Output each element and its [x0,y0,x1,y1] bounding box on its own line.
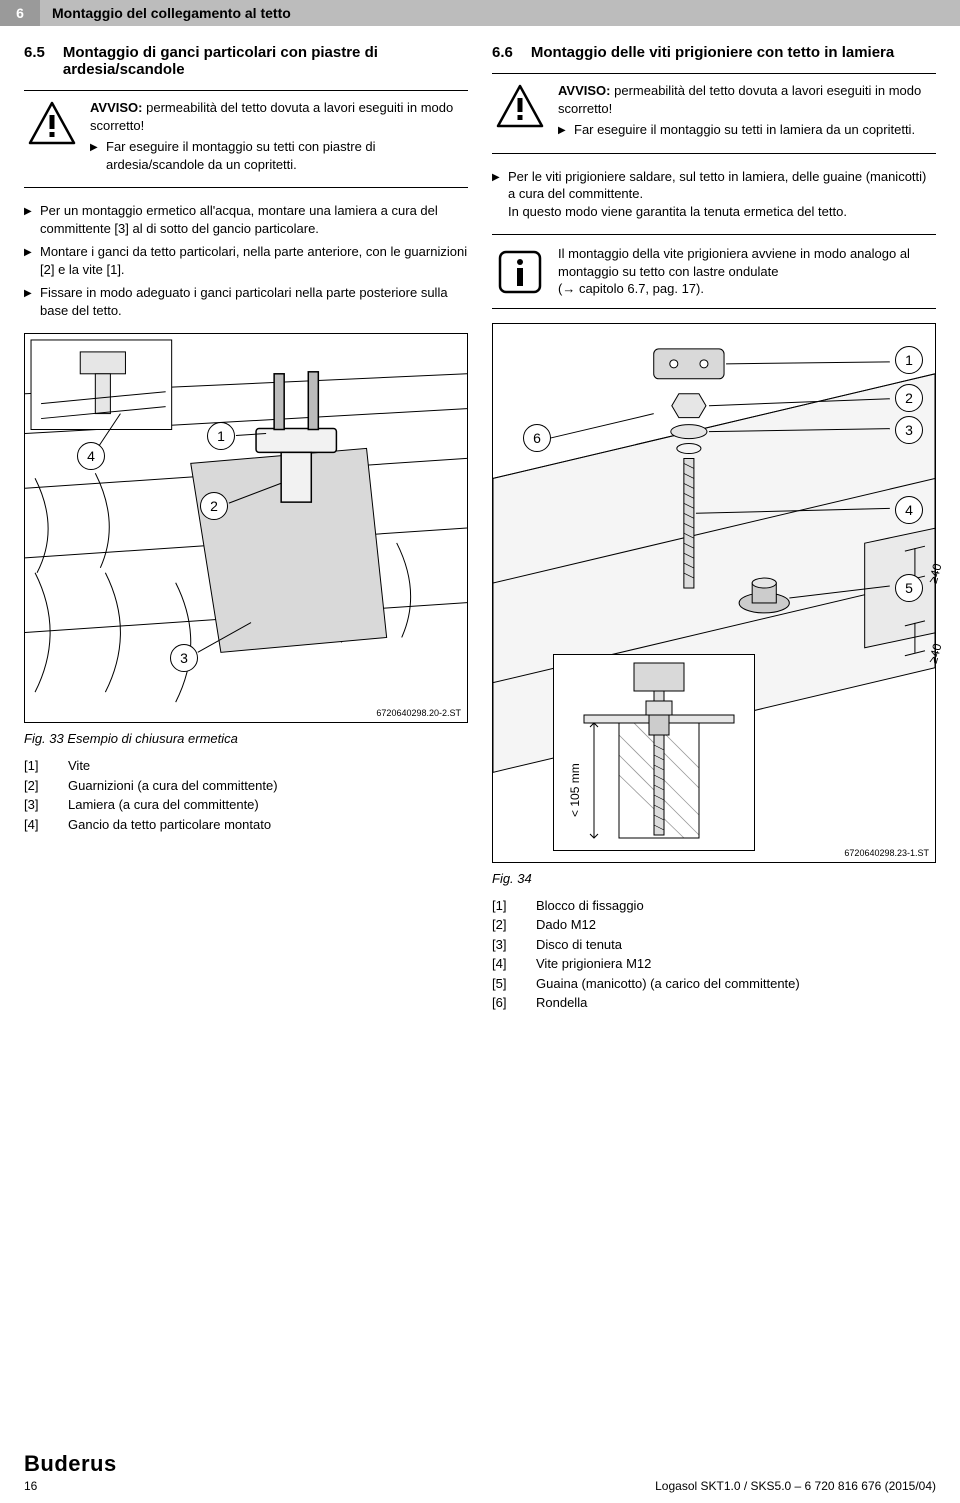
page-number: 16 [24,1479,117,1493]
section-number: 6.5 [24,44,45,78]
figure-33-legend: [1]Vite [2]Guarnizioni (a cura del commi… [24,756,468,834]
section-title: Montaggio delle viti prigioniere con tet… [531,44,894,61]
legend-row: [3]Disco di tenuta [492,935,936,955]
doc-reference: Logasol SKT1.0 / SKS5.0 – 6 720 816 676 … [655,1479,936,1493]
left-column: 6.5 Montaggio di ganci particolari con p… [24,44,468,1013]
figure-34: < 105 mm 6 1 2 3 4 5 ≥40 ≥40 6720640298.… [492,323,936,863]
figure-33: 4 1 2 3 6720640298.20-2.ST [24,333,468,723]
section-heading-6-5: 6.5 Montaggio di ganci particolari con p… [24,44,468,78]
figure-code-34: 6720640298.23-1.ST [844,848,929,858]
legend-row: [1]Vite [24,756,468,776]
legend-row: [5]Guaina (manicotto) (a carico del comm… [492,974,936,994]
brand-logo-text: Buderus [24,1451,117,1477]
warning-icon [28,101,76,145]
legend-row: [4]Gancio da tetto particolare montato [24,815,468,835]
warning-notice-left: AVVISO: permeabilità del tetto dovuta a … [24,90,468,188]
legend-row: [4]Vite prigioniera M12 [492,954,936,974]
list-item: Montare i ganci da tetto particolari, ne… [24,243,468,278]
steps-list-left: Per un montaggio ermetico all'acqua, mon… [24,202,468,319]
notice-action: Far eseguire il montaggio su tetti in la… [558,121,936,139]
figure-33-svg [25,334,467,722]
callout-4: 4 [895,496,923,524]
figure-33-caption: Fig. 33 Esempio di chiusura ermetica [24,731,468,746]
list-item: Fissare in modo adeguato i ganci partico… [24,284,468,319]
figure-34-inset-svg [554,655,754,850]
steps-list-right: Per le viti prigioniere saldare, sul tet… [492,168,936,221]
warning-icon [496,84,544,128]
info-box: Il montaggio della vite prigioniera avvi… [492,234,936,309]
section-number: 6.6 [492,44,513,61]
notice-action: Far eseguire il montaggio su tetti con p… [90,138,468,173]
list-item: Per le viti prigioniere saldare, sul tet… [492,168,936,221]
callout-2: 2 [895,384,923,412]
info-text-a: Il montaggio della vite prigioniera avvi… [558,246,910,279]
info-text-b: (→ capitolo 6.7, pag. 17). [558,281,704,296]
callout-1: 1 [895,346,923,374]
notice-label: AVVISO: [558,83,611,98]
section-title: Montaggio di ganci particolari con piast… [63,44,468,78]
notice-text: permeabilità del tetto dovuta a lavori e… [558,83,921,116]
figure-34-inset: < 105 mm [553,654,755,851]
chapter-title: Montaggio del collegamento al tetto [40,0,303,26]
figure-34-caption: Fig. 34 [492,871,936,886]
notice-label: AVVISO: [90,100,143,115]
legend-row: [3]Lamiera (a cura del committente) [24,795,468,815]
figure-34-legend: [1]Blocco di fissaggio [2]Dado M12 [3]Di… [492,896,936,1013]
legend-row: [6]Rondella [492,993,936,1013]
list-item: Per un montaggio ermetico all'acqua, mon… [24,202,468,237]
callout-5: 5 [895,574,923,602]
legend-row: [1]Blocco di fissaggio [492,896,936,916]
legend-row: [2]Dado M12 [492,915,936,935]
chapter-header-bar: 6 Montaggio del collegamento al tetto [0,0,960,26]
figure-code-33: 6720640298.20-2.ST [376,708,461,718]
notice-text: permeabilità del tetto dovuta a lavori e… [90,100,453,133]
page-footer: Buderus 16 Logasol SKT1.0 / SKS5.0 – 6 7… [0,1441,960,1503]
dim-105mm: < 105 mm [568,763,582,817]
info-icon [498,250,542,294]
callout-3: 3 [895,416,923,444]
section-heading-6-6: 6.6 Montaggio delle viti prigioniere con… [492,44,936,61]
legend-row: [2]Guarnizioni (a cura del committente) [24,776,468,796]
chapter-number: 6 [0,0,40,26]
right-column: 6.6 Montaggio delle viti prigioniere con… [492,44,936,1013]
warning-notice-right: AVVISO: permeabilità del tetto dovuta a … [492,73,936,154]
callout-6: 6 [523,424,551,452]
